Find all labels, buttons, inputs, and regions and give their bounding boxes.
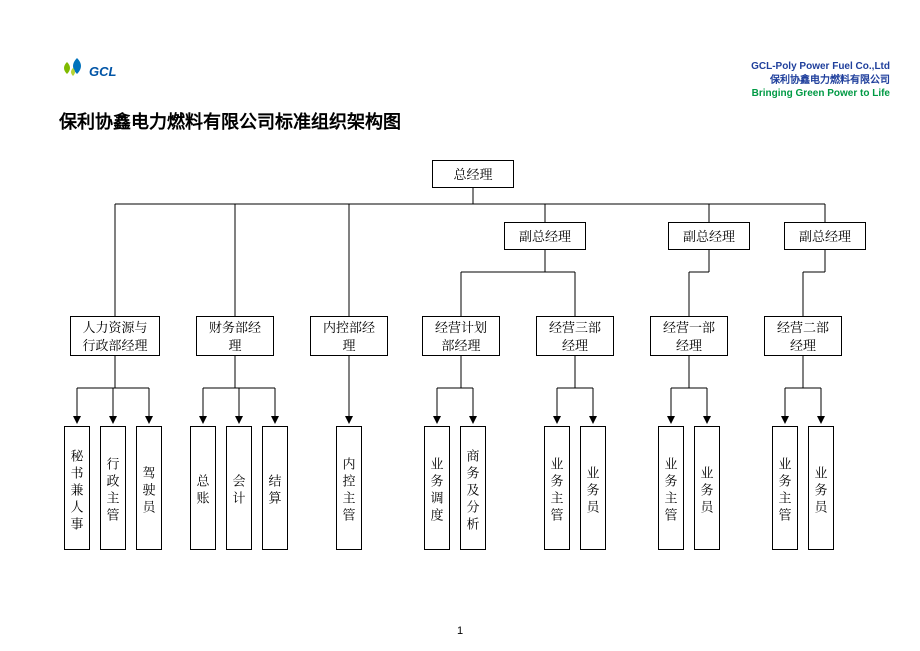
node-leaf-10: 业务员 — [580, 426, 606, 550]
page-number: 1 — [457, 625, 463, 637]
node-leaf-6: 内控主管 — [336, 426, 362, 550]
node-leaf-14: 业务员 — [808, 426, 834, 550]
node-vp-1: 副总经理 — [668, 222, 750, 250]
node-leaf-1: 行政主管 — [100, 426, 126, 550]
node-root: 总经理 — [432, 160, 514, 188]
node-dept-1: 财务部经理 — [196, 316, 274, 356]
node-leaf-5: 结算 — [262, 426, 288, 550]
node-leaf-7: 业务调度 — [424, 426, 450, 550]
node-leaf-12: 业务员 — [694, 426, 720, 550]
node-dept-5: 经营一部经理 — [650, 316, 728, 356]
node-vp-2: 副总经理 — [784, 222, 866, 250]
node-dept-6: 经营二部经理 — [764, 316, 842, 356]
node-leaf-8: 商务及分析 — [460, 426, 486, 550]
node-leaf-11: 业务主管 — [658, 426, 684, 550]
node-leaf-0: 秘书兼人事 — [64, 426, 90, 550]
node-leaf-13: 业务主管 — [772, 426, 798, 550]
node-dept-0: 人力资源与行政部经理 — [70, 316, 160, 356]
node-leaf-4: 会计 — [226, 426, 252, 550]
node-leaf-9: 业务主管 — [544, 426, 570, 550]
node-dept-3: 经营计划部经理 — [422, 316, 500, 356]
node-dept-4: 经营三部经理 — [536, 316, 614, 356]
node-leaf-2: 驾驶员 — [136, 426, 162, 550]
node-vp-0: 副总经理 — [504, 222, 586, 250]
node-dept-2: 内控部经理 — [310, 316, 388, 356]
node-leaf-3: 总账 — [190, 426, 216, 550]
